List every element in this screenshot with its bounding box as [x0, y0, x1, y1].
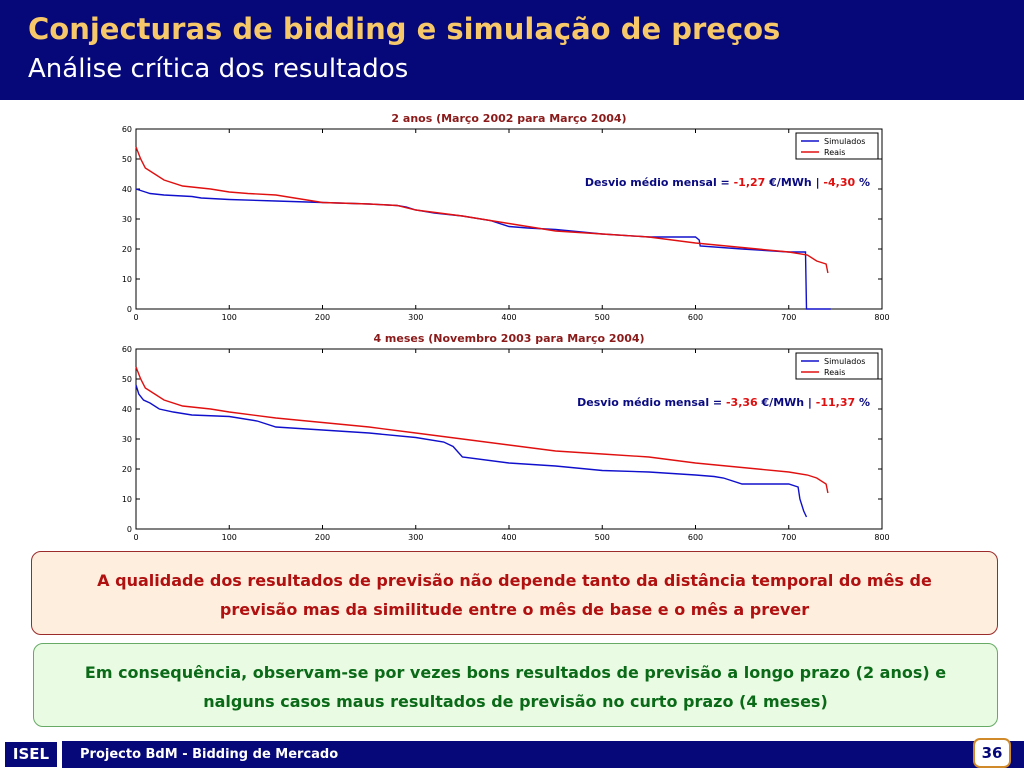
- y-tick-label: 50: [122, 375, 132, 384]
- x-tick-label: 800: [874, 533, 889, 542]
- x-tick-label: 600: [688, 313, 703, 322]
- x-tick-label: 100: [222, 533, 237, 542]
- y-tick-label: 20: [122, 465, 132, 474]
- x-tick-label: 300: [408, 313, 423, 322]
- chart-title: 4 meses (Novembro 2003 para Março 2004): [373, 332, 644, 345]
- series-line-reais: [135, 366, 829, 494]
- plot-panel: 2 anos (Março 2002 para Março 2004) 0 100 2…: [108, 108, 902, 552]
- x-tick-label: 700: [781, 313, 796, 322]
- legend-entry: Reais: [824, 368, 845, 377]
- annotation-desvio: Desvio médio mensal = -3,36 €/MWh | -11,…: [577, 396, 870, 409]
- y-tick-label: 20: [122, 245, 132, 254]
- x-tick-label: 600: [688, 533, 703, 542]
- header-bar: Conjecturas de bidding e simulação de pr…: [0, 0, 1024, 100]
- y-tick-label: 30: [122, 215, 132, 224]
- plot-area: [135, 128, 883, 310]
- annotation-desvio: Desvio médio mensal = -1,27 €/MWh | -4,3…: [585, 176, 870, 189]
- isel-logo: ISEL: [0, 741, 62, 768]
- legend-box: [795, 352, 879, 380]
- plot-area: [135, 348, 883, 530]
- x-tick-label: 100: [222, 313, 237, 322]
- chart-4-meses: 4 meses (Novembro 2003 para Março 2004) 0…: [122, 332, 890, 542]
- legend-entry: Reais: [824, 148, 845, 157]
- x-tick-label: 300: [408, 533, 423, 542]
- note-box-consequence: Em consequência, observam-se por vezes b…: [33, 643, 998, 727]
- slide-subtitle: Análise crítica dos resultados: [28, 54, 409, 84]
- x-tick-label: 0: [133, 313, 138, 322]
- chart-2-anos: 2 anos (Março 2002 para Março 2004)0 100 2…: [122, 112, 890, 322]
- chart-title: 2 anos (Março 2002 para Março 2004): [391, 112, 626, 125]
- x-tick-label: 500: [595, 313, 610, 322]
- y-tick-label: 0: [127, 305, 132, 314]
- note-text-quality: A qualidade dos resultados de previsão n…: [97, 571, 932, 619]
- x-tick-label: 800: [874, 313, 889, 322]
- y-tick-label: 10: [122, 495, 132, 504]
- page-number: 36: [973, 738, 1011, 768]
- y-tick-label: 40: [122, 185, 132, 194]
- y-tick-label: 40: [122, 405, 132, 414]
- note-text-consequence: Em consequência, observam-se por vezes b…: [84, 663, 947, 711]
- y-tick-label: 60: [122, 345, 132, 354]
- y-tick-label: 50: [122, 155, 132, 164]
- x-tick-label: 500: [595, 533, 610, 542]
- note-box-quality: A qualidade dos resultados de previsão n…: [31, 551, 998, 635]
- x-tick-label: 700: [781, 533, 796, 542]
- y-tick-label: 0: [127, 525, 132, 534]
- legend-entry: Simulados: [824, 357, 865, 366]
- legend-entry: Simulados: [824, 137, 865, 146]
- x-tick-label: 0: [133, 533, 138, 542]
- x-tick-label: 200: [315, 533, 330, 542]
- series-line-reais: [135, 146, 829, 274]
- x-tick-label: 200: [315, 313, 330, 322]
- footer-bar: ISEL Projecto BdM - Bidding de Mercado: [0, 741, 1024, 768]
- series-line-simulados: [135, 384, 808, 518]
- slide-title: Conjecturas de bidding e simulação de pr…: [28, 12, 781, 46]
- x-tick-label: 400: [501, 313, 516, 322]
- y-tick-label: 30: [122, 435, 132, 444]
- isel-logo-text: ISEL: [4, 742, 58, 767]
- y-tick-label: 60: [122, 125, 132, 134]
- x-tick-label: 400: [501, 533, 516, 542]
- legend-box: [795, 132, 879, 160]
- footer-project: Projecto BdM - Bidding de Mercado: [80, 747, 339, 762]
- y-tick-label: 10: [122, 275, 132, 284]
